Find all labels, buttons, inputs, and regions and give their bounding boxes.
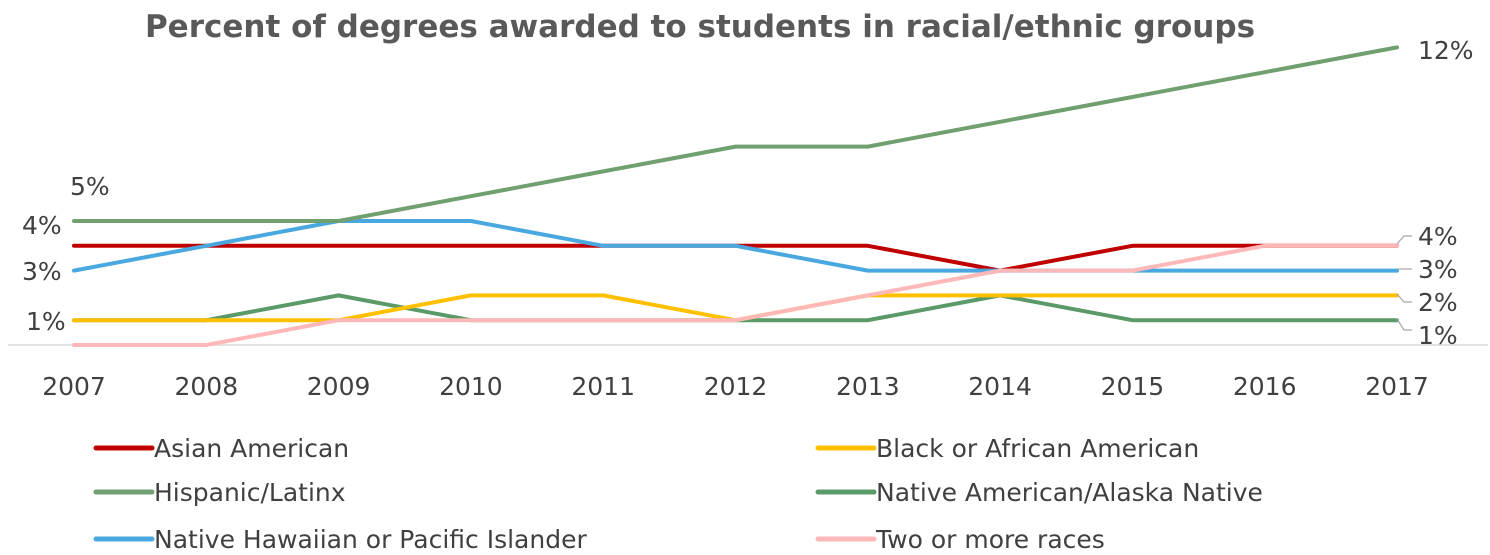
legend-label-3: Hispanic/Latinx	[154, 478, 346, 507]
x-tick-label: 2010	[439, 372, 503, 401]
leader-line	[1396, 318, 1412, 331]
x-tick-label: 2015	[1101, 372, 1165, 401]
x-tick-label: 2008	[174, 372, 238, 401]
legend-label-5: Native Hawaiian or Pacific Islander	[154, 525, 587, 554]
x-tick-label: 2017	[1365, 372, 1429, 401]
data-label-end-2: 3%	[1418, 255, 1458, 284]
data-label-leaders	[1396, 235, 1412, 331]
data-label-start-1: 4%	[22, 211, 62, 240]
leader-line	[1396, 235, 1412, 245]
series-line-5	[72, 219, 1399, 273]
legend-label-6: Two or more races	[875, 525, 1105, 554]
data-label-end-4: 1%	[1418, 321, 1458, 350]
legend-label-1: Asian American	[154, 434, 349, 463]
series-line-3	[72, 45, 1399, 223]
series-line-6	[72, 243, 1399, 347]
x-tick-label: 2007	[42, 372, 106, 401]
chart-title: Percent of degrees awarded to students i…	[145, 9, 1255, 45]
data-label-end-1: 4%	[1418, 222, 1458, 251]
x-axis-tick-labels: 2007 2008 2009 2010 2011 2012 2013 2014 2015 2016…	[42, 372, 1429, 401]
data-label-start-2: 3%	[22, 257, 62, 286]
x-tick-label: 2016	[1233, 372, 1297, 401]
data-label-start-3: 1%	[26, 307, 66, 336]
x-tick-label: 2011	[571, 372, 635, 401]
x-tick-label: 2014	[968, 372, 1032, 401]
x-tick-label: 2009	[307, 372, 371, 401]
data-label-start-0: 5%	[70, 172, 110, 201]
series-lines	[72, 45, 1399, 347]
x-tick-label: 2013	[836, 372, 900, 401]
data-label-end-3: 2%	[1418, 288, 1458, 317]
legend-label-4: Native American/Alaska Native	[876, 478, 1263, 507]
series-line-4	[72, 293, 1399, 323]
legend: Asian American Black or African American H…	[93, 434, 1263, 554]
leader-line	[1396, 293, 1412, 303]
data-label-end-0: 12%	[1418, 36, 1474, 65]
legend-label-2: Black or African American	[876, 434, 1199, 463]
x-tick-label: 2012	[704, 372, 768, 401]
